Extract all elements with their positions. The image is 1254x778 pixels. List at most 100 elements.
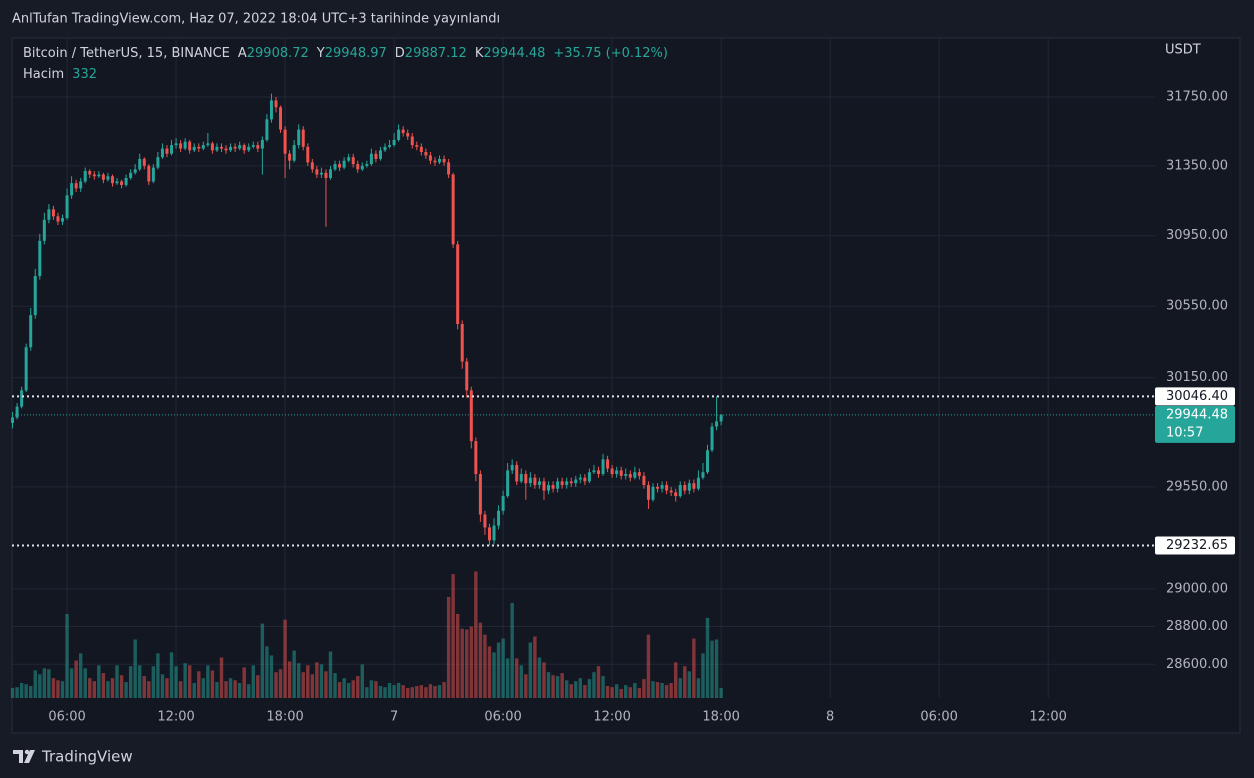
volume-bar [319, 664, 324, 698]
volume-bar [324, 671, 328, 698]
candle-body [369, 153, 373, 165]
candle-body [392, 139, 396, 146]
volume-bar [392, 685, 396, 698]
volume-bar [83, 668, 87, 698]
y-tick-label: 28600.00 [1166, 657, 1228, 672]
candle-body [451, 174, 455, 245]
candle-body [660, 485, 664, 489]
candle-body [606, 459, 610, 469]
volume-bar [678, 678, 682, 698]
candle-body [147, 165, 151, 182]
volume-bar [460, 628, 464, 698]
volume-bar [147, 681, 151, 698]
ohlc-label: A [238, 46, 247, 61]
candle-body [456, 244, 460, 324]
candle-body [365, 164, 369, 166]
candle-body [11, 417, 15, 423]
candle-body [356, 164, 360, 170]
candle-body [56, 216, 60, 222]
candle-body [38, 240, 42, 277]
candle-body [274, 100, 278, 108]
candle-body [206, 143, 210, 146]
volume-bar [705, 617, 710, 698]
volume-bar [33, 670, 37, 698]
volume-bar [692, 638, 696, 698]
candle-body [506, 470, 510, 497]
candle-body [315, 169, 319, 175]
last-price-box [1155, 405, 1235, 443]
volume-bar [328, 651, 333, 698]
candle-body [33, 276, 37, 316]
volume-bar [228, 678, 233, 698]
candle-body [92, 174, 96, 177]
volume-bar [215, 682, 219, 698]
volume-bar [551, 675, 555, 698]
volume-bar [714, 639, 719, 698]
volume-bar [710, 640, 714, 698]
volume-bar [101, 673, 106, 698]
volume-bar [356, 676, 360, 698]
candle-body [401, 129, 405, 134]
candle-body [551, 485, 555, 489]
volume-bar [433, 686, 437, 698]
x-tick-label: 18:00 [702, 710, 739, 725]
volume-bar [605, 686, 610, 698]
volume-bar [369, 680, 374, 698]
plot: 06:00 12:00 18:00 7 06:00 12:00 18:00 8 06:00 12:… [10, 38, 1228, 725]
volume-bar [60, 681, 65, 698]
candle-body [510, 464, 514, 471]
volume-bar [505, 658, 510, 698]
volume-bar [424, 687, 428, 698]
volume-bar [624, 685, 628, 698]
candle-body [528, 477, 532, 484]
candle-body [419, 146, 423, 153]
ohlc-label: Y [316, 46, 325, 61]
candle-body [687, 483, 691, 491]
candle-body [669, 490, 673, 493]
volume-bar [29, 686, 33, 698]
candle-body [65, 195, 69, 219]
candle-body [533, 477, 537, 486]
candle-body [115, 181, 119, 184]
volume-bar [142, 676, 146, 698]
candle-body [601, 459, 605, 475]
candle-body [110, 176, 114, 184]
volume-bar [237, 683, 242, 698]
candle-body [301, 129, 305, 147]
volume-bar [378, 686, 383, 698]
volume-bar [124, 682, 128, 698]
candle-body [51, 209, 55, 217]
volume-bar [587, 679, 592, 698]
y-tick-label: 29550.00 [1166, 479, 1228, 494]
volume-bar [265, 646, 269, 698]
candle-body [524, 474, 528, 484]
candle-body [319, 172, 323, 175]
ohlc-value: 29887.12 [405, 46, 467, 61]
candle-body [587, 472, 591, 482]
candle-body [165, 148, 169, 154]
y-tick-label: 28800.00 [1166, 619, 1228, 634]
volume-bar [564, 680, 569, 698]
x-tick-label: 06:00 [484, 710, 521, 725]
volume-bar [310, 674, 315, 698]
candle-body [15, 406, 19, 418]
volume-bar [533, 636, 537, 698]
candle-body [306, 146, 310, 163]
candle-body [478, 474, 482, 515]
candle-body [719, 414, 723, 422]
candle-body [124, 177, 128, 185]
candle-body [406, 133, 410, 137]
candle-body [215, 146, 219, 151]
volume-bar [315, 662, 319, 698]
candle-body [183, 141, 187, 149]
candle-body [556, 481, 560, 489]
volume-bar [560, 673, 564, 698]
candle-body [715, 421, 719, 427]
x-tick-label: 12:00 [593, 710, 630, 725]
candle-body [170, 145, 174, 154]
candle-body [42, 219, 46, 241]
volume-bar [642, 679, 646, 698]
candle-body [129, 172, 133, 178]
volume-bar [660, 683, 664, 698]
candle-body [79, 181, 83, 189]
